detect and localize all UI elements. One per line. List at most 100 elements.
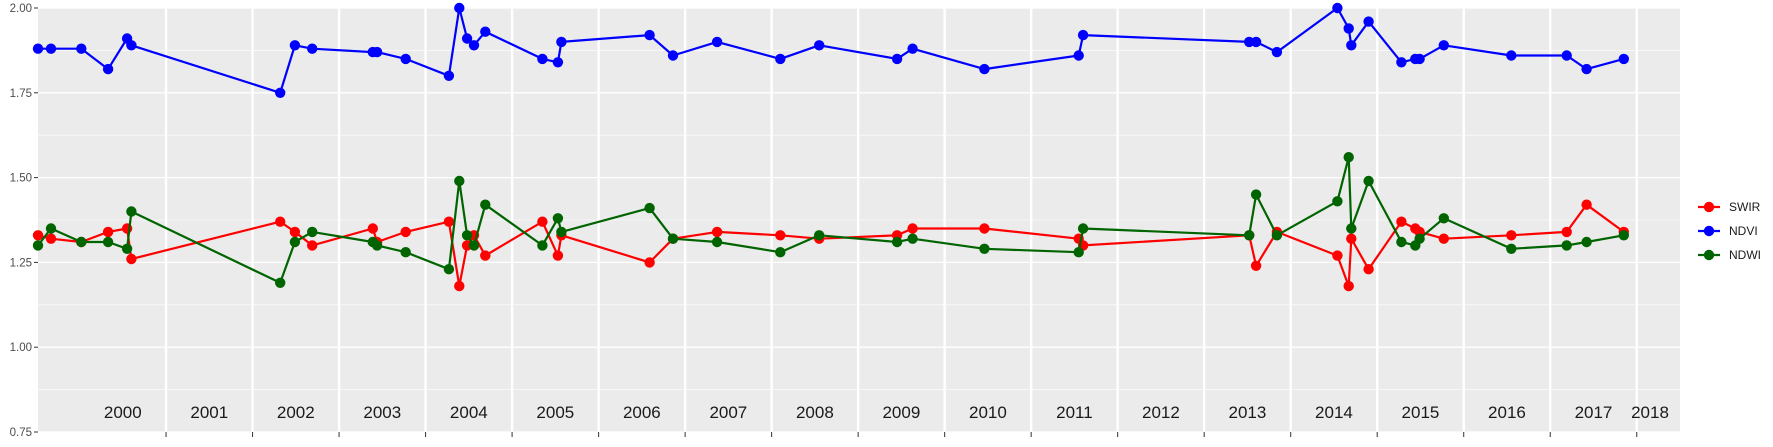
- data-point-ndwi: [1618, 230, 1630, 241]
- data-point-ndvi: [275, 87, 286, 99]
- data-point-ndvi: [979, 63, 990, 75]
- series-layer: [32, 2, 1630, 292]
- data-point-ndwi: [1506, 243, 1517, 254]
- data-point-swir: [1506, 230, 1517, 241]
- data-point-ndvi: [461, 33, 473, 44]
- year-label-2016: 2016: [1488, 403, 1526, 422]
- data-point-swir: [1561, 226, 1572, 238]
- data-point-ndvi: [480, 26, 491, 37]
- data-point-swir: [102, 226, 114, 238]
- data-point-ndwi: [552, 213, 564, 224]
- data-point-ndwi: [1414, 233, 1425, 244]
- year-label-2009: 2009: [882, 403, 920, 422]
- year-label-2015: 2015: [1402, 403, 1440, 422]
- data-point-ndwi: [891, 236, 903, 248]
- data-point-ndvi: [644, 29, 655, 41]
- data-point-swir: [644, 257, 655, 268]
- data-point-swir: [480, 250, 491, 261]
- legend-key-point: [1703, 249, 1715, 261]
- data-point-ndvi: [126, 40, 137, 51]
- year-label-2013: 2013: [1229, 403, 1267, 422]
- data-point-swir: [289, 226, 301, 238]
- data-point-ndwi: [556, 226, 567, 238]
- data-point-ndvi: [1396, 57, 1407, 68]
- data-point-ndvi: [1073, 50, 1084, 61]
- y-axis: 0.75 1.00 1.25 1.50 1.75 2.00: [10, 3, 38, 439]
- data-point-swir: [1250, 260, 1262, 271]
- year-label-2014: 2014: [1315, 403, 1353, 422]
- data-point-ndvi: [1343, 23, 1354, 34]
- data-point-ndvi: [454, 2, 465, 14]
- data-point-ndwi: [307, 226, 318, 238]
- data-point-ndvi: [102, 63, 114, 75]
- data-point-ndwi: [1363, 175, 1374, 187]
- legend-item-swir: SWIR: [1698, 200, 1761, 214]
- data-point-ndvi: [45, 43, 57, 54]
- data-point-ndvi: [443, 70, 455, 82]
- year-label-2006: 2006: [623, 403, 661, 422]
- data-point-ndvi: [775, 53, 786, 65]
- data-point-ndvi: [907, 43, 918, 54]
- grid-layer: [38, 7, 1680, 437]
- data-point-swir: [1581, 199, 1592, 210]
- year-label-2008: 2008: [796, 403, 834, 422]
- y-tick-label: 1.75: [10, 88, 32, 100]
- data-point-ndvi: [400, 53, 411, 65]
- data-point-ndwi: [979, 243, 990, 254]
- year-label-2010: 2010: [969, 403, 1007, 422]
- data-point-swir: [907, 223, 918, 234]
- legend-item-ndwi: NDWI: [1698, 248, 1761, 262]
- year-label-2018: 2018: [1631, 403, 1669, 422]
- data-point-ndwi: [537, 240, 548, 251]
- year-label-2005: 2005: [536, 403, 574, 422]
- data-point-ndwi: [814, 230, 825, 241]
- legend-item-ndvi: NDVI: [1698, 224, 1758, 238]
- data-point-ndwi: [1343, 152, 1354, 163]
- data-point-ndvi: [371, 46, 383, 58]
- data-point-ndwi: [711, 236, 723, 248]
- data-point-ndvi: [1346, 40, 1357, 51]
- data-point-ndwi: [371, 240, 383, 251]
- data-point-ndwi: [121, 243, 133, 254]
- data-point-ndwi: [468, 240, 480, 251]
- data-point-ndvi: [1077, 29, 1089, 41]
- data-point-ndwi: [289, 236, 301, 248]
- y-tick-label: 1.25: [10, 257, 32, 269]
- data-point-ndwi: [1250, 189, 1262, 200]
- data-point-ndwi: [400, 247, 411, 258]
- data-point-ndwi: [32, 240, 44, 251]
- data-point-swir: [537, 216, 548, 227]
- data-point-ndvi: [1506, 50, 1517, 61]
- legend-label: NDWI: [1729, 248, 1761, 262]
- data-point-ndvi: [552, 57, 564, 68]
- data-point-swir: [454, 280, 465, 292]
- legend-key-point: [1703, 201, 1715, 213]
- data-point-swir: [126, 253, 137, 265]
- data-point-ndwi: [1073, 247, 1084, 258]
- data-point-ndwi: [45, 223, 57, 234]
- year-labels: 2000 2001 2002 2003 2004 2005 2006 2007 2008 2009…: [104, 403, 1669, 422]
- data-point-ndvi: [76, 43, 87, 54]
- data-point-swir: [32, 230, 44, 241]
- data-point-ndvi: [667, 50, 679, 61]
- data-point-swir: [1363, 264, 1374, 275]
- data-point-ndwi: [1581, 236, 1592, 248]
- data-point-ndwi: [1396, 236, 1407, 248]
- legend: SWIR NDVI NDWI: [1698, 200, 1761, 262]
- data-point-ndwi: [76, 236, 87, 248]
- year-label-2007: 2007: [709, 403, 747, 422]
- data-point-ndvi: [814, 40, 825, 51]
- year-label-2001: 2001: [190, 403, 228, 422]
- data-point-ndwi: [454, 175, 465, 187]
- data-point-ndwi: [443, 264, 455, 275]
- y-tick-label: 0.75: [10, 427, 32, 439]
- data-point-ndwi: [126, 206, 137, 217]
- data-point-swir: [367, 223, 378, 234]
- y-tick-label: 1.00: [10, 342, 32, 354]
- data-point-ndwi: [1244, 230, 1255, 241]
- series-ndwi: [32, 152, 1630, 288]
- data-point-ndvi: [289, 40, 301, 51]
- year-label-2002: 2002: [277, 403, 315, 422]
- data-point-ndvi: [711, 36, 723, 48]
